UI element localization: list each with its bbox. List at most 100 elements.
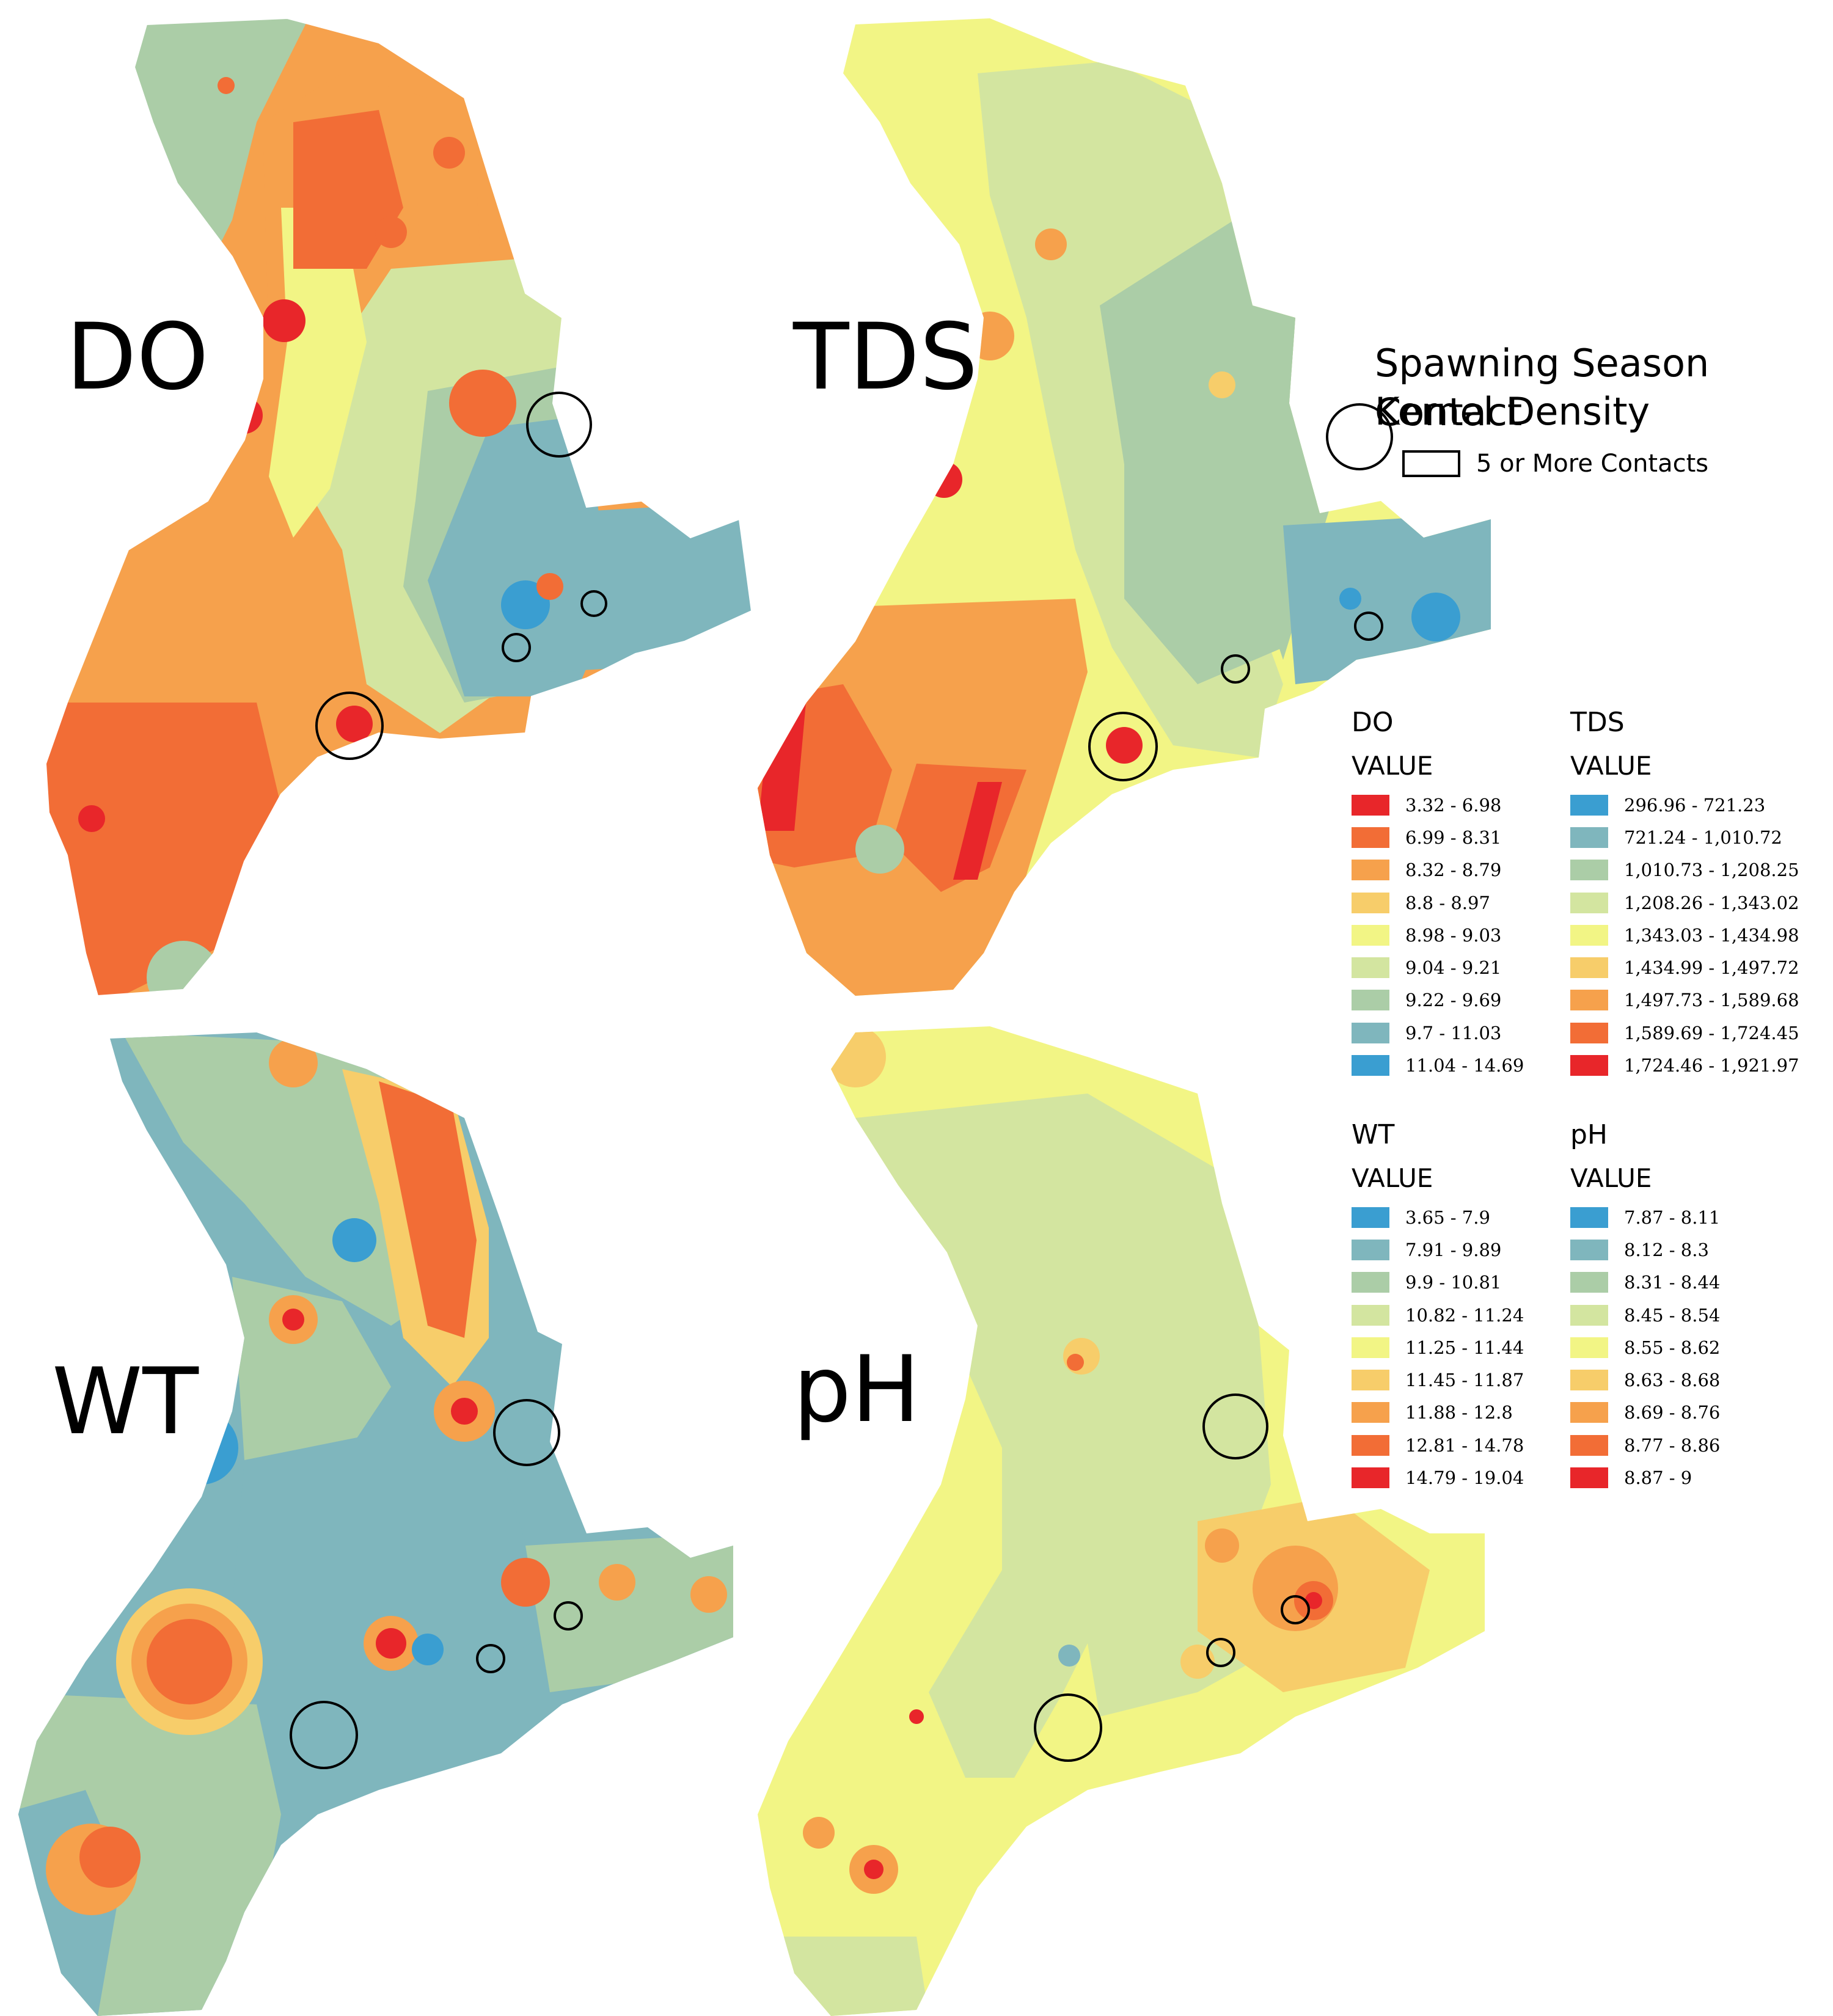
legend-swatch bbox=[1570, 892, 1608, 913]
legend-ph-class-row: 8.31 - 8.44 bbox=[1570, 1266, 1720, 1299]
legend-class-range: 7.87 - 8.11 bbox=[1624, 1207, 1721, 1228]
legend-swatch bbox=[1570, 827, 1608, 848]
legend-swatch bbox=[1570, 1370, 1608, 1391]
legend-wt-class-row: 11.45 - 11.87 bbox=[1352, 1364, 1524, 1396]
legend-wt-class-row: 14.79 - 19.04 bbox=[1352, 1461, 1524, 1494]
legend-key-contacts: 5 or More Contacts bbox=[1402, 450, 1708, 478]
legend-swatch bbox=[1352, 794, 1389, 816]
legend-wt-class-row: 11.25 - 11.44 bbox=[1352, 1331, 1524, 1364]
legend-wt-class-row: 12.81 - 14.78 bbox=[1352, 1429, 1524, 1461]
legend-swatch bbox=[1570, 957, 1608, 979]
legend-key-label: 5 or More Contacts bbox=[1476, 450, 1709, 478]
legend-swatch bbox=[1352, 957, 1389, 979]
legend-class-range: 8.45 - 8.54 bbox=[1624, 1304, 1721, 1326]
legend-tds-value-label: VALUE bbox=[1570, 751, 1652, 781]
legend-tds-class-row: 1,589.69 - 1,724.45 bbox=[1570, 1017, 1799, 1049]
legend-swatch bbox=[1352, 1434, 1389, 1456]
legend-class-range: 8.98 - 9.03 bbox=[1405, 924, 1502, 946]
legend-ph-value-label: VALUE bbox=[1570, 1163, 1652, 1193]
legend-swatch bbox=[1352, 860, 1389, 881]
legend-swatch bbox=[1570, 1467, 1608, 1489]
legend-ph-class-row: 8.63 - 8.68 bbox=[1570, 1364, 1720, 1396]
legend-swatch bbox=[1352, 1337, 1389, 1358]
legend-do-class-row: 9.7 - 11.03 bbox=[1352, 1017, 1524, 1049]
legend-class-range: 3.32 - 6.98 bbox=[1405, 794, 1502, 816]
legend-class-range: 9.04 - 9.21 bbox=[1405, 957, 1502, 979]
legend-wt-class-row: 3.65 - 7.9 bbox=[1352, 1201, 1524, 1233]
legend-class-range: 11.88 - 12.8 bbox=[1405, 1402, 1513, 1423]
legend-do-class-row: 9.04 - 9.21 bbox=[1352, 951, 1524, 984]
map-ph bbox=[733, 1020, 1503, 2016]
legend-do-class-row: 8.32 - 8.79 bbox=[1352, 854, 1524, 886]
legend-class-range: 3.65 - 7.9 bbox=[1405, 1207, 1490, 1228]
legend-do-name: DO bbox=[1352, 707, 1394, 738]
legend-class-range: 11.25 - 11.44 bbox=[1405, 1337, 1524, 1358]
legend-wt-name: WT bbox=[1352, 1119, 1395, 1150]
legend-swatch bbox=[1570, 990, 1608, 1011]
legend-swatch bbox=[1570, 1207, 1608, 1228]
legend-do-class-row: 6.99 - 8.31 bbox=[1352, 821, 1524, 853]
legend-class-range: 721.24 - 1,010.72 bbox=[1624, 827, 1782, 848]
legend-tds-class-row: 1,208.26 - 1,343.02 bbox=[1570, 886, 1799, 919]
legend-class-range: 8.31 - 8.44 bbox=[1624, 1272, 1721, 1293]
legend-swatch bbox=[1570, 1402, 1608, 1423]
legend-swatch bbox=[1570, 924, 1608, 946]
map-do bbox=[0, 0, 770, 996]
legend-swatch bbox=[1570, 1239, 1608, 1260]
legend-swatch bbox=[1352, 1304, 1389, 1326]
legend-do-value-label: VALUE bbox=[1352, 751, 1433, 781]
legend-swatch bbox=[1570, 1022, 1608, 1043]
legend-class-range: 1,208.26 - 1,343.02 bbox=[1624, 892, 1799, 913]
legend-swatch bbox=[1352, 1239, 1389, 1260]
legend-swatch bbox=[1352, 1370, 1389, 1391]
legend-wt-class-row: 10.82 - 11.24 bbox=[1352, 1299, 1524, 1331]
legend-tds-name: TDS bbox=[1570, 707, 1625, 738]
legend-tds-class-row: 1,010.73 - 1,208.25 bbox=[1570, 854, 1799, 886]
legend-swatch bbox=[1352, 1272, 1389, 1293]
legend-tds-class-row: 1,497.73 - 1,589.68 bbox=[1570, 984, 1799, 1017]
legend-class-range: 1,434.99 - 1,497.72 bbox=[1624, 957, 1799, 979]
legend-class-range: 8.63 - 8.68 bbox=[1624, 1370, 1721, 1391]
legend-class-range: 10.82 - 11.24 bbox=[1405, 1304, 1524, 1326]
legend-class-range: 1,497.73 - 1,589.68 bbox=[1624, 990, 1799, 1011]
legend-class-range: 11.45 - 11.87 bbox=[1405, 1370, 1524, 1391]
legend-swatch bbox=[1352, 827, 1389, 848]
legend-swatch bbox=[1570, 1337, 1608, 1358]
legend-key-box bbox=[1402, 450, 1460, 477]
legend-swatch bbox=[1352, 1207, 1389, 1228]
legend-swatch bbox=[1352, 990, 1389, 1011]
legend-class-range: 12.81 - 14.78 bbox=[1405, 1434, 1524, 1456]
legend-wt: WT VALUE 3.65 - 7.9 7.91 - 9.89 9.9 - 10.81 1… bbox=[1352, 1119, 1524, 1494]
legend-swatch bbox=[1570, 1272, 1608, 1293]
legend-swatch bbox=[1352, 1467, 1389, 1489]
legend-class-range: 8.77 - 8.86 bbox=[1624, 1434, 1721, 1456]
legend-class-range: 8.55 - 8.62 bbox=[1624, 1337, 1721, 1358]
legend-class-range: 1,589.69 - 1,724.45 bbox=[1624, 1022, 1799, 1043]
legend-tds-class-row: 1,434.99 - 1,497.72 bbox=[1570, 951, 1799, 984]
legend-class-range: 8.32 - 8.79 bbox=[1405, 860, 1502, 881]
legend-do-class-row: 9.22 - 9.69 bbox=[1352, 984, 1524, 1017]
legend-do: DO VALUE 3.32 - 6.98 6.99 - 8.31 8.32 - 8.79… bbox=[1352, 707, 1524, 1082]
legend-tds-class-row: 1,343.03 - 1,434.98 bbox=[1570, 919, 1799, 951]
legend-ph-class-row: 8.12 - 8.3 bbox=[1570, 1233, 1720, 1266]
legend-swatch bbox=[1352, 1402, 1389, 1423]
legend-wt-value-label: VALUE bbox=[1352, 1163, 1433, 1193]
panel-label-wt: WT bbox=[52, 1349, 199, 1455]
legend-class-range: 9.7 - 11.03 bbox=[1405, 1022, 1502, 1043]
legend-do-class-row: 3.32 - 6.98 bbox=[1352, 789, 1524, 821]
legend-tds-class-row: 1,724.46 - 1,921.97 bbox=[1570, 1049, 1799, 1081]
legend-wt-class-row: 11.88 - 12.8 bbox=[1352, 1397, 1524, 1429]
legend-ph-class-row: 8.55 - 8.62 bbox=[1570, 1331, 1720, 1364]
legend-class-range: 1,724.46 - 1,921.97 bbox=[1624, 1055, 1799, 1076]
legend-swatch bbox=[1352, 1055, 1389, 1076]
legend-do-class-row: 8.8 - 8.97 bbox=[1352, 886, 1524, 919]
legend-class-range: 8.12 - 8.3 bbox=[1624, 1239, 1709, 1260]
legend-class-range: 8.8 - 8.97 bbox=[1405, 892, 1490, 913]
legend-title-line2: Kernel Density bbox=[1375, 389, 1650, 434]
legend-swatch bbox=[1570, 1434, 1608, 1456]
panel-label-ph: pH bbox=[793, 1337, 921, 1443]
legend-class-range: 1,343.03 - 1,434.98 bbox=[1624, 924, 1799, 946]
legend-ph-class-row: 7.87 - 8.11 bbox=[1570, 1201, 1720, 1233]
map-wt bbox=[0, 1020, 770, 2016]
legend-swatch bbox=[1570, 794, 1608, 816]
